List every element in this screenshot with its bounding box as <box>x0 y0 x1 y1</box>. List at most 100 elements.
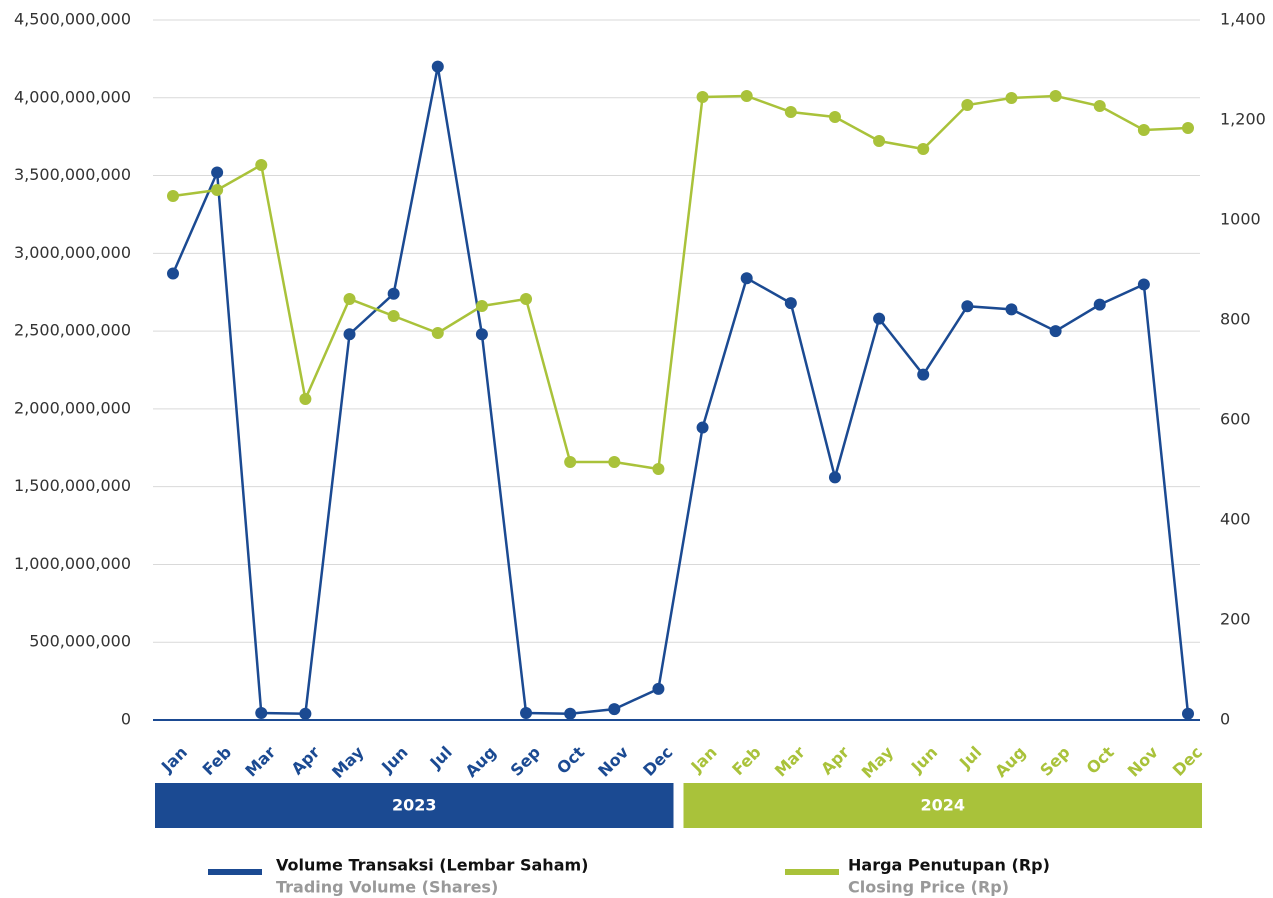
data-point <box>431 327 444 339</box>
y2-tick-label: 1,200 <box>1220 110 1266 129</box>
data-point <box>1182 707 1194 720</box>
data-point <box>520 293 533 305</box>
data-point <box>167 190 179 202</box>
data-point <box>255 159 268 171</box>
y-tick-label: 1,500,000,000 <box>14 476 131 495</box>
data-point <box>167 267 179 280</box>
y2-tick-label: 400 <box>1220 510 1251 529</box>
y2-tick-label: 1,400 <box>1220 10 1266 29</box>
data-point <box>917 368 930 381</box>
x-tick-label: Jul <box>955 743 985 773</box>
data-point <box>652 463 665 475</box>
data-point <box>387 287 400 300</box>
data-point <box>961 99 974 111</box>
x-tick-label: Jan <box>687 743 721 777</box>
data-point <box>520 707 533 719</box>
data-point <box>1005 92 1018 104</box>
data-point <box>740 90 753 102</box>
data-point <box>1049 325 1062 338</box>
series-line <box>171 66 1190 716</box>
data-point <box>299 707 312 720</box>
data-point <box>961 300 974 313</box>
x-tick-label: Aug <box>462 743 500 781</box>
data-point <box>828 111 841 123</box>
data-point <box>1137 278 1150 291</box>
y-tick-label: 500,000,000 <box>29 632 131 651</box>
data-point <box>255 707 268 719</box>
y2-tick-label: 800 <box>1220 310 1251 329</box>
legend-sublabel: Closing Price (Rp) <box>848 878 1009 897</box>
x-tick-label: Dec <box>1169 743 1206 780</box>
data-point <box>696 421 709 434</box>
x-tick-label: Jan <box>157 743 191 777</box>
legend-label: Harga Penutupan (Rp) <box>848 856 1050 875</box>
y2-tick-label: 0 <box>1220 710 1230 729</box>
y-tick-label: 2,500,000,000 <box>14 321 131 340</box>
x-tick-label: Nov <box>594 742 632 780</box>
data-point <box>917 143 930 155</box>
x-tick-label: May <box>858 742 898 782</box>
data-point <box>696 91 709 103</box>
data-point <box>873 135 886 147</box>
data-point <box>1049 90 1062 102</box>
data-point <box>431 60 444 73</box>
year-band <box>683 783 1202 828</box>
data-point <box>873 312 886 325</box>
y-tick-label: 0 <box>121 710 131 729</box>
x-tick-label: Feb <box>199 743 235 779</box>
series-line <box>172 94 1189 471</box>
x-tick-label: Mar <box>241 742 279 780</box>
data-point <box>784 106 797 118</box>
data-point <box>1182 122 1194 134</box>
y-tick-label: 3,500,000,000 <box>14 165 131 184</box>
data-point <box>387 310 400 322</box>
data-point <box>1137 124 1150 136</box>
x-tick-label: Apr <box>288 743 324 779</box>
data-point <box>828 471 841 484</box>
data-point <box>784 297 797 310</box>
data-point <box>343 293 356 305</box>
data-point <box>1093 298 1106 311</box>
x-tick-label: Jun <box>377 743 411 777</box>
data-point <box>652 682 665 695</box>
data-point <box>211 166 224 179</box>
data-point <box>564 707 577 720</box>
x-tick-label: Mar <box>771 742 809 780</box>
year-label: 2024 <box>920 796 965 815</box>
data-point <box>1005 303 1018 316</box>
y2-tick-label: 600 <box>1220 410 1251 429</box>
y2-tick-label: 1000 <box>1220 210 1261 229</box>
x-tick-label: Apr <box>817 743 853 779</box>
x-tick-label: Aug <box>991 743 1029 781</box>
x-tick-label: Jun <box>907 743 941 777</box>
x-tick-label: Oct <box>553 742 588 777</box>
data-point <box>740 272 753 285</box>
y-tick-label: 3,000,000,000 <box>14 243 131 262</box>
y2-tick-label: 200 <box>1220 610 1251 629</box>
x-tick-label: Feb <box>728 743 764 779</box>
x-tick-label: May <box>328 742 368 782</box>
data-point <box>343 328 356 341</box>
data-point <box>299 393 312 405</box>
legend-sublabel: Trading Volume (Shares) <box>276 878 498 897</box>
x-tick-label: Sep <box>1036 743 1073 780</box>
legend-label: Volume Transaksi (Lembar Saham) <box>276 856 588 875</box>
year-band <box>155 783 674 828</box>
x-tick-label: Jul <box>426 743 456 773</box>
data-point <box>608 456 621 468</box>
data-point <box>564 456 577 468</box>
y-tick-label: 1,000,000,000 <box>14 554 131 573</box>
y-tick-label: 4,000,000,000 <box>14 87 131 106</box>
x-tick-label: Sep <box>507 743 544 780</box>
data-point <box>1093 100 1106 112</box>
data-point <box>475 300 488 312</box>
data-point <box>475 328 488 341</box>
data-point <box>608 703 621 716</box>
data-point <box>211 184 224 196</box>
y-tick-label: 4,500,000,000 <box>14 10 131 29</box>
x-tick-label: Dec <box>639 743 676 780</box>
y-tick-label: 2,000,000,000 <box>14 398 131 417</box>
x-tick-label: Nov <box>1124 742 1162 780</box>
year-label: 2023 <box>392 796 437 815</box>
